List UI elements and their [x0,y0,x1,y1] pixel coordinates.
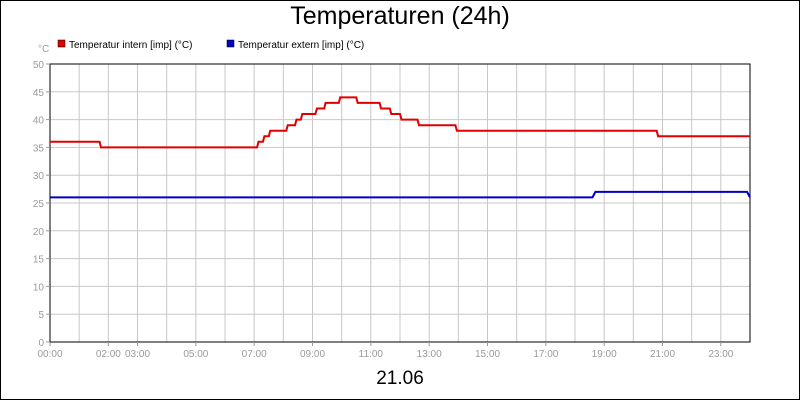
y-tick-label: 25 [33,199,45,210]
x-ticks: 00:00 02:00 03:00 05:00 07:00 09:00 11:00 13:00… [37,342,734,360]
y-tick-label: 20 [33,227,45,238]
y-tick-label: 40 [33,116,45,127]
y-tick-label: 45 [33,88,45,99]
chart-title: Temperaturen (24h) [290,2,510,30]
y-axis-unit: °C [38,44,49,55]
y-tick-label: 35 [33,143,45,154]
y-tick-label: 5 [38,310,44,321]
grid-layer [50,63,750,343]
chart-subtitle: 21.06 [376,368,424,389]
y-tick-label: 10 [33,282,45,293]
legend-swatch [226,39,235,48]
series-line-extern [50,190,751,199]
legend: Temperatur intern [imp] (°C) Temperatur e… [57,39,364,51]
x-tick-label: 03:00 [125,349,150,360]
x-tick-label: 05:00 [183,349,208,360]
x-tick-label: 21:00 [650,349,675,360]
x-tick-label: 00:00 [37,349,62,360]
series-layer [50,96,751,199]
y-ticks: 0 5 10 15 20 25 30 35 40 45 50 [33,60,50,349]
legend-label: Temperatur intern [imp] (°C) [69,40,192,51]
x-tick-label: 09:00 [300,349,325,360]
y-tick-label: 0 [38,338,44,349]
series-line-intern [50,96,750,149]
x-tick-label: 02:00 [96,349,121,360]
y-tick-label: 50 [33,60,45,71]
x-tick-label: 19:00 [592,349,617,360]
legend-label: Temperatur extern [imp] (°C) [238,40,364,51]
y-tick-label: 30 [33,171,45,182]
x-tick-label: 13:00 [417,349,442,360]
x-tick-label: 11:00 [359,349,384,360]
x-tick-label: 07:00 [242,349,267,360]
legend-swatch [57,39,66,48]
y-tick-label: 15 [33,255,45,266]
x-tick-label: 17:00 [533,349,558,360]
x-tick-label: 15:00 [475,349,500,360]
x-tick-label: 23:00 [708,349,733,360]
